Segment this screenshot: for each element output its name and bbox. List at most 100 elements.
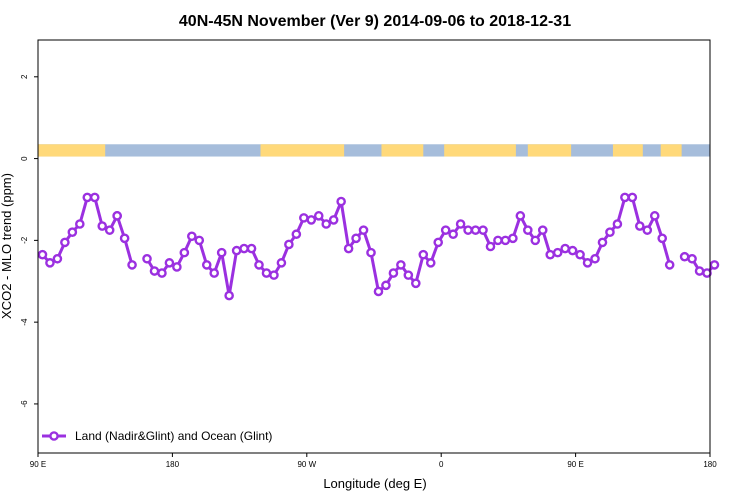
data-point [418,249,429,260]
data-point [679,251,690,262]
data-point [313,211,324,221]
data-point [82,192,93,203]
data-point [104,225,115,235]
data-point [635,221,645,231]
data-point [657,233,668,244]
data-point [478,225,488,235]
data-point [560,243,570,254]
data-point [425,258,436,268]
data-point [537,225,548,235]
data-point [97,221,108,231]
data-point [515,211,526,221]
data-point [231,245,242,256]
land-ocean-band [38,144,710,157]
data-point [620,192,630,203]
x-tick-label: 180 [703,460,717,469]
data-point [254,260,264,270]
data-point [523,225,533,235]
chart-title: 40N-45N November (Ver 9) 2014-09-06 to 2… [179,13,571,30]
data-point [299,213,309,223]
data-point [269,270,279,280]
data-point [552,247,563,258]
data-point [336,196,346,207]
data-point [590,253,600,264]
data-point [664,260,675,270]
data-point [463,225,473,235]
y-tick-label: 2 [20,74,29,79]
data-point [530,235,541,246]
series-points [37,192,720,301]
data-point [448,229,458,240]
data-point [172,262,182,272]
data-point [328,215,339,225]
data-point [485,241,496,252]
data-point [440,225,451,235]
data-point [149,266,160,276]
data-point [605,227,615,237]
plot-frame [37,39,711,454]
land-segment [612,144,643,157]
data-point [381,280,391,291]
x-tick-label: 0 [439,460,444,469]
data-point [687,253,697,264]
data-point [642,225,653,235]
data-point [291,229,302,240]
data-point [306,215,317,225]
y-tick-label: -6 [20,400,29,408]
data-point [89,192,100,203]
land-segment [527,144,572,157]
data-point [500,235,511,246]
y-tick-label: -4 [20,318,29,326]
y-tick-label: 0 [20,156,29,161]
data-point [351,233,361,244]
data-point [127,260,137,270]
data-point [239,243,249,254]
series-line [145,195,672,298]
data-point [575,249,585,260]
data-point [321,219,332,229]
x-tick-label: 90 W [297,460,316,469]
land-segment [660,144,682,157]
data-point [508,233,518,244]
data-point [75,219,85,229]
land-segment [260,144,345,157]
data-point [493,235,503,246]
data-point [709,260,720,270]
data-point [433,237,444,248]
data-point [142,253,152,264]
data-point [201,260,212,270]
land-segment [381,144,424,157]
y-tick-label: -2 [20,236,29,244]
legend: Land (Nadir&Glint) and Ocean (Glint) [42,429,272,443]
ocean-band [38,144,710,157]
data-point [209,268,220,278]
x-axis-label: Longitude (deg E) [323,476,426,491]
data-point [224,290,234,301]
data-point [582,258,593,268]
data-point [261,268,272,278]
data-point [343,243,354,254]
x-tick-label: 90 E [30,460,46,469]
data-point [403,270,414,280]
data-point [60,237,70,248]
data-point [470,225,481,235]
data-point [112,211,122,221]
data-point [358,225,369,235]
legend-label: Land (Nadir&Glint) and Ocean (Glint) [75,429,272,443]
data-point [597,237,608,248]
data-point [396,260,406,270]
x-tick-label: 90 E [567,460,583,469]
data-point [455,219,466,229]
data-point [194,235,205,246]
x-tick-label: 180 [166,460,180,469]
legend-marker [49,431,59,441]
data-point [37,249,48,260]
data-point [284,239,294,250]
data-point [45,258,55,268]
data-point [246,243,257,254]
land-segment [38,144,106,157]
y-axis-label: XCO2 - MLO trend (ppm) [0,173,14,319]
data-point [164,258,175,268]
data-point [545,249,556,260]
